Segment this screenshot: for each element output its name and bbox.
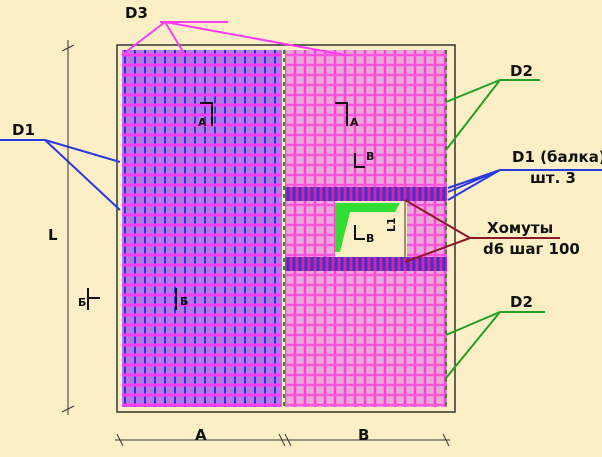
callout-beam-count: шт. 3 bbox=[530, 169, 576, 187]
section-label: А bbox=[350, 116, 359, 129]
d1-left-leader bbox=[0, 140, 120, 210]
callout-stirrups: Хомуты bbox=[487, 219, 553, 237]
callout-d3: D3 bbox=[125, 4, 148, 22]
callout-stirrups-spec: d6 шаг 100 bbox=[483, 240, 580, 258]
callout-d2: D2 bbox=[510, 62, 533, 80]
section-label: А bbox=[198, 116, 207, 129]
dim-label: L bbox=[48, 226, 58, 244]
d1-beam-leader bbox=[448, 170, 602, 200]
beam-bottom bbox=[285, 257, 447, 271]
dim-label: L1 bbox=[385, 217, 398, 232]
d2-bottom-leader bbox=[446, 312, 545, 378]
callout-d1: D1 bbox=[12, 121, 35, 139]
section-label: В bbox=[366, 232, 374, 245]
section-label: В bbox=[366, 150, 374, 163]
rebar-drawing: D3 D2 D1 D1 (балка) шт. 3 Хомуты d6 шаг … bbox=[0, 0, 602, 457]
section-label: Б bbox=[180, 295, 188, 308]
callout-d1-beam: D1 (балка) bbox=[512, 148, 602, 166]
beam-top bbox=[285, 187, 447, 201]
dim-label: B bbox=[358, 426, 369, 444]
dim-label: A bbox=[195, 426, 207, 444]
slab bbox=[117, 45, 455, 412]
d2-top-leader bbox=[446, 80, 540, 150]
section-label: Б bbox=[78, 296, 86, 309]
callout-d2: D2 bbox=[510, 293, 533, 311]
section-b-edge bbox=[88, 288, 100, 310]
